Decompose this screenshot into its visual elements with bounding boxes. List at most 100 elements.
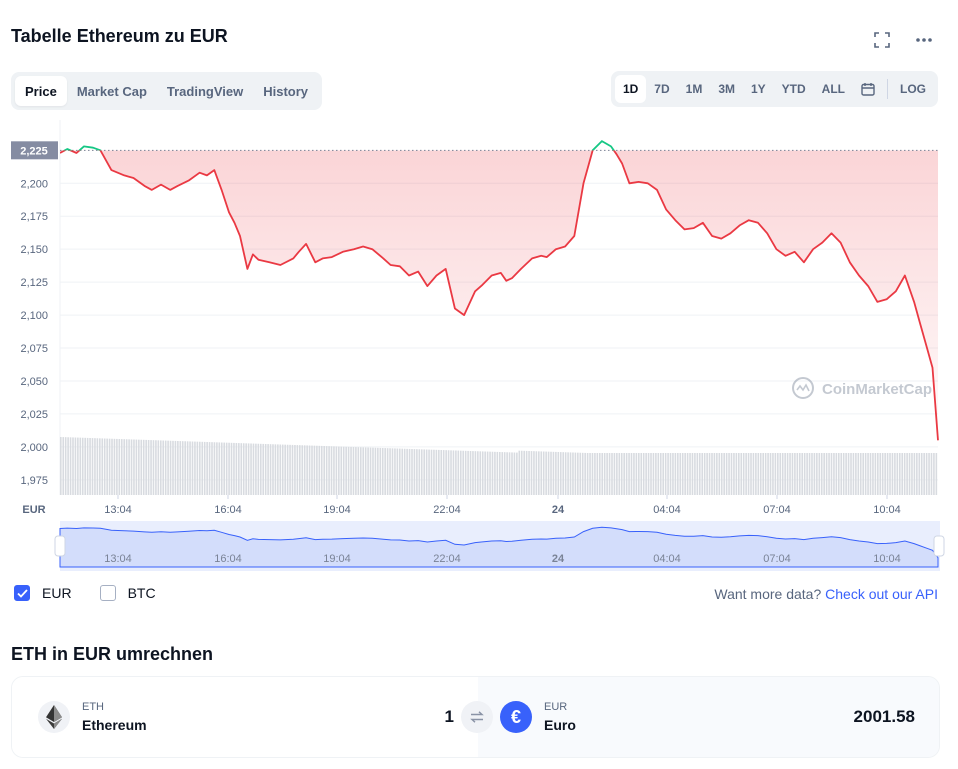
volume-bar [372,447,374,495]
range-3m[interactable]: 3M [718,82,735,96]
x-axis-ticks: 13:04 16:04 19:04 22:04 24 04:04 07:04 10:04 [104,495,901,516]
volume-bar [416,449,418,495]
volume-bar [467,450,469,495]
volume-bar [484,451,486,495]
volume-bar [813,453,816,495]
volume-bar [528,451,530,495]
volume-bar [852,453,855,495]
volume-bar [147,440,150,495]
volume-bar [262,443,265,495]
swap-icon[interactable] [461,701,493,733]
volume-bar [608,453,611,495]
volume-bar [201,441,204,495]
volume-bar [606,453,608,495]
tab-history[interactable]: History [263,83,309,99]
volume-bar [150,440,152,495]
volume-bar [781,453,784,495]
volume-bar [586,453,589,495]
tab-price[interactable]: Price [15,76,67,106]
volume-bar [235,443,238,495]
api-link[interactable]: Check out our API [825,586,938,602]
ethereum-icon [38,701,70,733]
reference-label: 2,225 [20,145,48,157]
volume-bar [179,441,182,495]
volume-bar [494,451,496,495]
volume-bar [306,445,308,495]
range-7d[interactable]: 7D [654,82,670,96]
tab-tradingview[interactable]: TradingView [166,83,244,99]
volume-bar [245,443,247,495]
range-1m[interactable]: 1M [685,82,703,96]
volume-bar [486,451,489,495]
volume-bar [820,453,823,495]
volume-bar [274,444,277,495]
x-tick-label: 07:04 [763,504,791,516]
converter-to[interactable]: € EUR Euro 2001.58 [478,677,939,757]
volume-bar [725,453,728,495]
volume-bar [694,453,696,495]
volume-bar [196,441,199,495]
volume-bar [511,452,513,495]
navigator-line [59,526,939,568]
volume-bar [208,442,211,495]
volume-bar [396,448,399,495]
to-amount-output[interactable]: 2001.58 [853,707,915,726]
volume-bar [408,448,411,495]
eur-checkbox[interactable]: EUR [14,585,72,601]
range-1y[interactable]: 1Y [750,82,766,96]
volume-bar [818,453,821,495]
navigator-handle-left[interactable] [54,535,66,557]
volume-bar [920,453,923,495]
btc-checkbox[interactable]: BTC [99,585,156,601]
volume-bar [789,453,791,495]
time-range-selector: 1D 7D 1M 3M 1Y YTD ALL LOG [610,71,938,107]
volume-bar [389,448,391,495]
volume-bar [603,453,606,495]
navigator-tick-label: 10:04 [873,553,901,565]
log-scale-toggle[interactable]: LOG [900,82,926,96]
volume-bar [391,448,394,495]
more-icon[interactable] [914,30,934,50]
volume-bar [750,453,752,495]
tab-market-cap[interactable]: Market Cap [76,83,147,99]
calendar-icon[interactable] [853,75,883,103]
navigator-tick-label: 13:04 [104,553,132,565]
volume-bar [264,444,267,495]
navigator-handle-right[interactable] [933,535,945,557]
volume-bar [311,445,313,495]
volume-bar [935,453,938,495]
volume-bar [657,453,660,495]
volume-bar [77,437,79,495]
from-amount-input[interactable]: 1 [444,707,454,726]
price-chart[interactable]: 1,975 2,000 2,025 2,050 2,075 2,100 2,125 2,150… [0,115,958,575]
range-navigator[interactable]: 13:04 16:04 19:04 22:04 24 04:04 07:04 10:04 [54,521,945,571]
volume-bar [135,439,138,495]
volume-bar [294,445,296,495]
converter-from[interactable]: ETH Ethereum 1 [12,677,478,757]
volume-bar [455,450,457,495]
volume-bar [491,451,494,495]
volume-bar [698,453,701,495]
from-name: Ethereum [82,717,147,733]
volume-bar [864,453,867,495]
volume-bar [625,453,628,495]
volume-bar [869,453,872,495]
volume-bar [681,453,684,495]
price-area-fill [60,150,938,441]
volume-bar [518,450,521,495]
volume-bar [535,451,538,495]
volume-bar [891,453,894,495]
volume-bar [903,453,906,495]
fullscreen-icon[interactable] [872,30,892,50]
watermark-text: CoinMarketCap [822,381,932,398]
volume-bar [894,453,896,495]
volume-bar [645,453,647,495]
volume-bar [567,452,569,495]
volume-bar [540,451,543,495]
volume-bar [589,453,591,495]
range-1d[interactable]: 1D [614,75,647,103]
volume-bar [303,445,306,495]
range-all[interactable]: ALL [821,82,845,96]
volume-bar [559,452,562,495]
range-ytd[interactable]: YTD [781,82,806,96]
